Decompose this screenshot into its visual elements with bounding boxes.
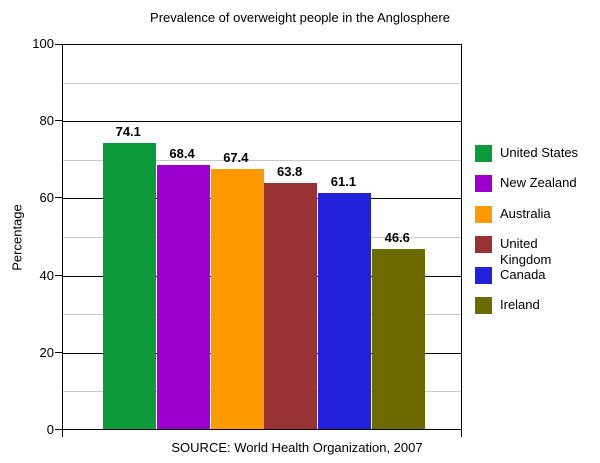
gridline-minor-70 [63,159,461,161]
bar-value-australia: 67.4 [223,149,249,165]
legend-label-new-zealand: New Zealand [500,175,577,190]
legend-swatch-united-kingdom [475,236,492,253]
x-axis-end-tick-right [461,430,462,437]
y-tick-label-20: 20 [39,344,54,360]
plot-area [62,44,462,430]
y-tick-mark-100 [55,44,62,45]
y-tick-label-60: 60 [39,190,54,206]
x-axis-end-tick-left [62,430,63,437]
legend-label-australia: Australia [500,206,551,221]
bar-australia [211,169,264,429]
legend-label-united-states: United States [500,145,579,160]
source-note: SOURCE: World Health Organization, 2007 [171,440,423,455]
bar-united-kingdom [264,183,317,429]
legend-item-ireland: Ireland [475,297,590,314]
y-tick-label-0: 0 [46,422,54,437]
legend-swatch-new-zealand [475,175,492,192]
legend-item-canada: Canada [475,267,590,284]
y-tick-mark-40 [55,274,62,276]
y-tick-mark-0 [55,429,62,430]
gridline-major-80 [63,121,461,123]
legend-label-ireland: Ireland [500,297,540,312]
y-tick-label-80: 80 [39,113,54,129]
legend-label-canada: Canada [500,267,546,282]
legend-swatch-australia [475,206,492,223]
bar-value-canada: 61.1 [330,174,357,190]
y-tick-mark-60 [55,197,62,199]
legend-swatch-united-states [475,145,492,162]
bar-canada [318,193,371,429]
legend-item-united-states: United States [475,145,590,162]
bar-value-ireland: 46.6 [384,230,410,246]
bar-ireland [372,249,425,429]
legend-swatch-canada [475,267,492,284]
bar-new-zealand [157,165,210,429]
y-tick-mark-20 [55,351,62,353]
bar-value-new-zealand: 68.4 [169,145,195,161]
bar-value-united-states: 74.1 [115,123,141,139]
legend-label-united-kingdom: United Kingdom [500,236,552,268]
y-tick-label-100: 100 [32,36,54,51]
y-tick-label-40: 40 [39,267,54,283]
legend-swatch-ireland [475,297,492,314]
y-tick-mark-80 [55,120,62,122]
gridline-minor-90 [63,82,461,84]
legend-item-australia: Australia [475,206,590,223]
legend-item-united-kingdom: United Kingdom [475,236,590,269]
bar-value-united-kingdom: 63.8 [276,163,303,179]
legend-item-new-zealand: New Zealand [475,175,590,192]
chart-title: Prevalence of overweight people in the A… [150,10,450,25]
legend: United States New Zealand Australia United … [475,0,600,463]
bar-united-states [103,143,156,429]
